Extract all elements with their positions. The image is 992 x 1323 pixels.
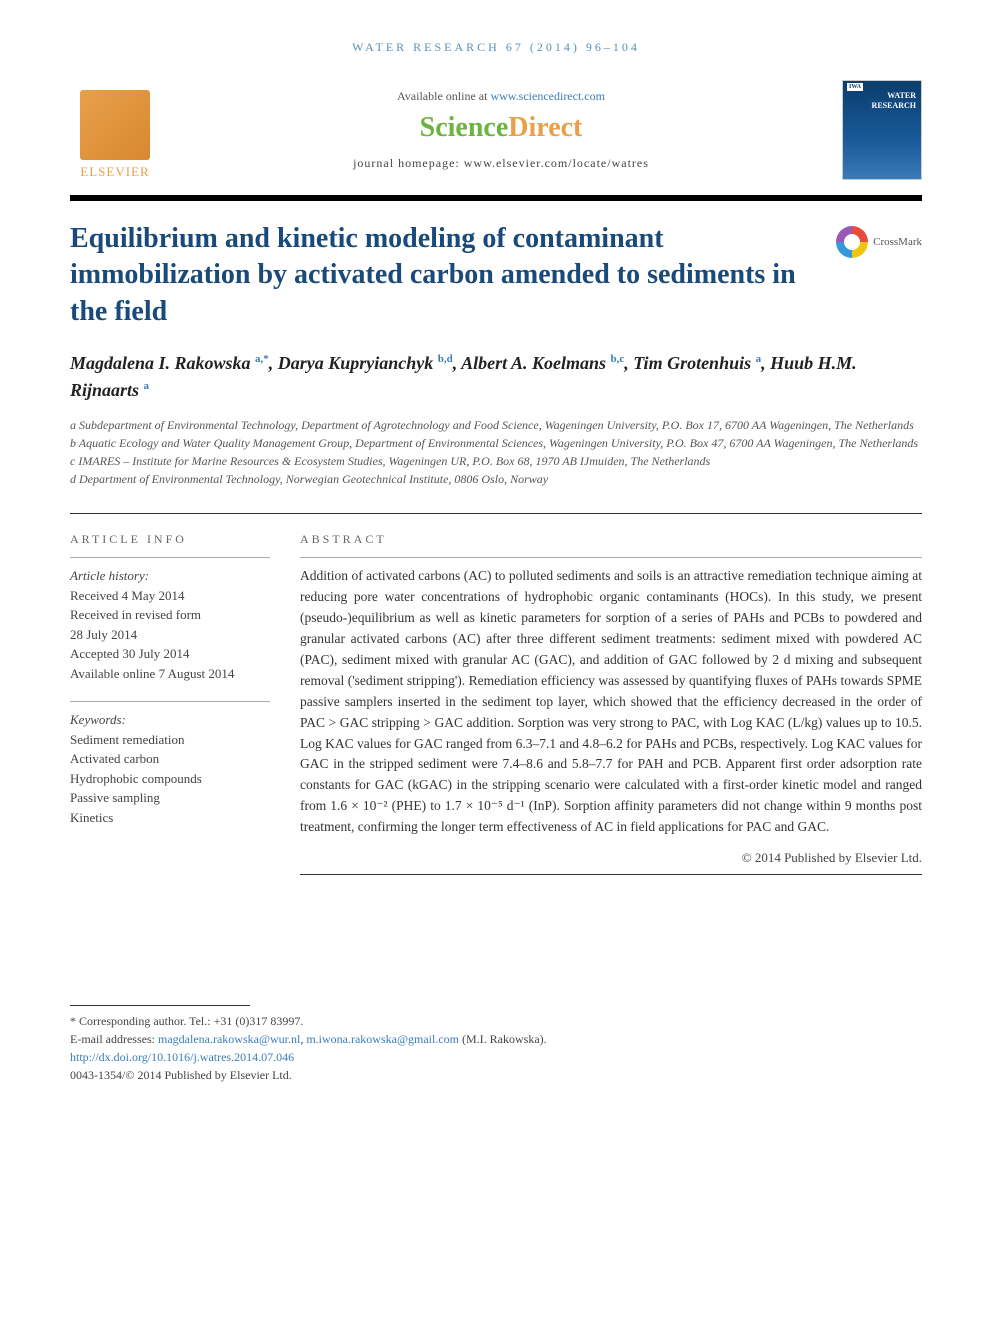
- keywords-label: Keywords:: [70, 710, 270, 730]
- journal-homepage: journal homepage: www.elsevier.com/locat…: [160, 156, 842, 171]
- authors-list: Magdalena I. Rakowska a,*, Darya Kupryia…: [70, 350, 922, 404]
- affiliation-a: a Subdepartment of Environmental Technol…: [70, 416, 922, 434]
- abstract-text: Addition of activated carbons (AC) to po…: [300, 557, 922, 838]
- running-header: WATER RESEARCH 67 (2014) 96–104: [70, 40, 922, 55]
- crossmark-icon: [836, 226, 868, 258]
- content-columns: ARTICLE INFO Article history: Received 4…: [70, 513, 922, 875]
- email-link-2[interactable]: m.iwona.rakowska@gmail.com: [306, 1032, 459, 1046]
- homepage-label: journal homepage:: [353, 156, 464, 170]
- crossmark-label: CrossMark: [873, 236, 922, 248]
- article-title: Equilibrium and kinetic modeling of cont…: [70, 221, 922, 330]
- corresponding-author: * Corresponding author. Tel.: +31 (0)317…: [70, 1012, 922, 1030]
- footer: * Corresponding author. Tel.: +31 (0)317…: [70, 1005, 922, 1084]
- homepage-url[interactable]: www.elsevier.com/locate/watres: [464, 156, 649, 170]
- crossmark-badge[interactable]: CrossMark: [836, 226, 922, 258]
- keyword-item: Activated carbon: [70, 749, 270, 769]
- keywords-block: Keywords: Sediment remediation Activated…: [70, 701, 270, 827]
- journal-cover-title: WATERRESEARCH: [872, 91, 916, 110]
- sciencedirect-logo: ScienceDirect: [160, 112, 842, 144]
- header-box: ELSEVIER Available online at www.science…: [70, 80, 922, 201]
- email-author: (M.I. Rakowska).: [459, 1032, 547, 1046]
- issn-copyright: 0043-1354/© 2014 Published by Elsevier L…: [70, 1066, 922, 1084]
- doi-link[interactable]: http://dx.doi.org/10.1016/j.watres.2014.…: [70, 1050, 294, 1064]
- elsevier-name: ELSEVIER: [80, 164, 149, 180]
- sciencedirect-link[interactable]: www.sciencedirect.com: [490, 89, 605, 103]
- abstract-label: ABSTRACT: [300, 532, 922, 547]
- history-label: Article history:: [70, 566, 270, 586]
- received-date: Received 4 May 2014: [70, 586, 270, 606]
- available-text-label: Available online at: [397, 89, 490, 103]
- affiliation-b: b Aquatic Ecology and Water Quality Mana…: [70, 434, 922, 452]
- article-history: Article history: Received 4 May 2014 Rec…: [70, 557, 270, 683]
- email-link-1[interactable]: magdalena.rakowska@wur.nl: [158, 1032, 300, 1046]
- keyword-item: Hydrophobic compounds: [70, 769, 270, 789]
- affiliations-block: a Subdepartment of Environmental Technol…: [70, 416, 922, 488]
- keyword-item: Passive sampling: [70, 788, 270, 808]
- abstract-column: ABSTRACT Addition of activated carbons (…: [300, 532, 922, 875]
- email-label: E-mail addresses:: [70, 1032, 158, 1046]
- title-section: CrossMark Equilibrium and kinetic modeli…: [70, 221, 922, 488]
- abstract-rule: [300, 874, 922, 875]
- revised-label: Received in revised form: [70, 605, 270, 625]
- keyword-item: Kinetics: [70, 808, 270, 828]
- center-header: Available online at www.sciencedirect.co…: [160, 89, 842, 171]
- sd-direct: Direct: [508, 112, 582, 143]
- keyword-item: Sediment remediation: [70, 730, 270, 750]
- journal-cover: IWA WATERRESEARCH: [842, 80, 922, 180]
- elsevier-logo: ELSEVIER: [70, 80, 160, 180]
- revised-date: 28 July 2014: [70, 625, 270, 645]
- accepted-date: Accepted 30 July 2014: [70, 644, 270, 664]
- online-date: Available online 7 August 2014: [70, 664, 270, 684]
- email-line: E-mail addresses: magdalena.rakowska@wur…: [70, 1030, 922, 1048]
- iwa-badge: IWA: [847, 83, 863, 91]
- affiliation-c: c IMARES – Institute for Marine Resource…: [70, 452, 922, 470]
- article-info-column: ARTICLE INFO Article history: Received 4…: [70, 532, 270, 875]
- sd-science: Science: [420, 112, 509, 143]
- footer-rule: [70, 1005, 250, 1006]
- article-info-label: ARTICLE INFO: [70, 532, 270, 547]
- elsevier-tree-icon: [80, 90, 150, 160]
- available-online: Available online at www.sciencedirect.co…: [160, 89, 842, 104]
- affiliation-d: d Department of Environmental Technology…: [70, 470, 922, 488]
- abstract-copyright: © 2014 Published by Elsevier Ltd.: [300, 850, 922, 866]
